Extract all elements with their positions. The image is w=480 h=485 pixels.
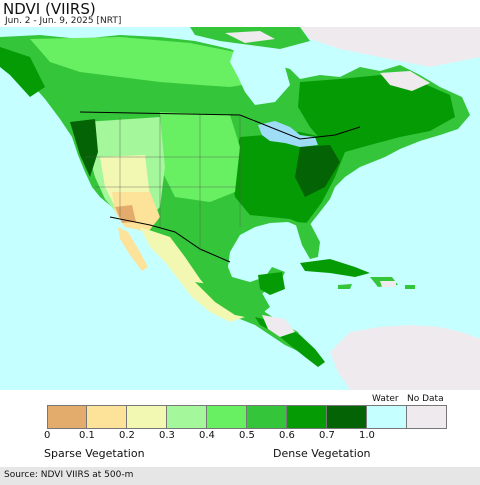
labrador-nodata (380, 71, 430, 91)
sparse-vegetation-label: Sparse Vegetation (44, 447, 145, 460)
alaska-coast (0, 47, 45, 97)
legend-swatch-4 (207, 406, 247, 428)
us-canada-border (79, 111, 361, 140)
greenland (300, 27, 480, 67)
us-mexico-border (109, 216, 231, 263)
legend-tick: 0.5 (239, 430, 255, 441)
hudson-bay (230, 47, 290, 105)
legend-tick: 0.1 (79, 430, 95, 441)
canada-north (30, 37, 270, 87)
legend-swatch-water (367, 406, 407, 428)
legend-swatch-3 (167, 406, 207, 428)
legend-color-bar (47, 405, 447, 429)
legend-tick: 0.2 (119, 430, 135, 441)
ndvi-map (0, 27, 480, 390)
source-text: Source: NDVI VIIRS at 500-m (4, 470, 134, 480)
south-america (330, 325, 480, 390)
legend-tick: 0.4 (199, 430, 215, 441)
cuba (300, 259, 370, 277)
yucatan (258, 272, 285, 295)
map-subtitle: Jun. 2 - Jun. 9, 2025 [NRT] (5, 16, 122, 26)
mexico (140, 227, 245, 322)
legend-swatch-2 (127, 406, 167, 428)
hispaniola-nodata (380, 281, 396, 287)
baja (118, 227, 148, 271)
jamaica (338, 284, 352, 289)
state-borders (85, 115, 241, 252)
legend-swatch-1 (87, 406, 127, 428)
dense-vegetation-label: Dense Vegetation (273, 447, 371, 460)
legend-swatch-0 (47, 406, 87, 428)
mexico-south (195, 282, 270, 319)
legend-tick: 0 (44, 430, 51, 441)
legend-water-label: Water (372, 394, 399, 404)
legend-nodata-label: No Data (407, 394, 444, 404)
legend-tick: 0.6 (279, 430, 295, 441)
legend-swatch-nodata (407, 406, 447, 428)
eastern-canada (298, 75, 455, 152)
legend-swatch-7 (327, 406, 367, 428)
arctic-ice (225, 31, 275, 43)
appalachia (295, 145, 340, 197)
puerto-rico (405, 285, 415, 289)
legend-tick: 1.0 (359, 430, 375, 441)
pacific-northwest (70, 119, 98, 177)
legend-swatch-6 (287, 406, 327, 428)
central-america-nodata (262, 315, 295, 337)
legend-swatch-5 (247, 406, 287, 428)
mojave (115, 205, 136, 223)
legend-tick: 0.7 (319, 430, 335, 441)
map-title: NDVI (VIIRS) (3, 0, 96, 18)
florida (295, 222, 320, 259)
legend-tick: 0.3 (159, 430, 175, 441)
source-bar: Source: NDVI VIIRS at 500-m (0, 467, 480, 485)
